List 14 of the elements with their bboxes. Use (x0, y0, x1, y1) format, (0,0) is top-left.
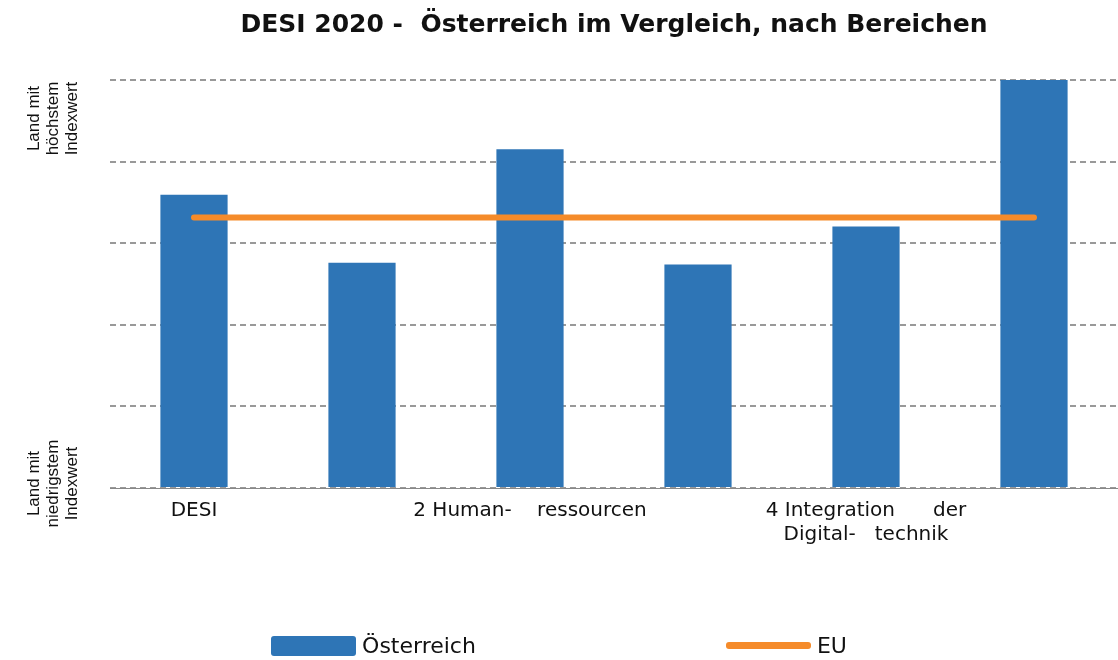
bar (328, 262, 396, 487)
text: Land mit höchstem Indexwert (23, 80, 81, 158)
x-tick-label: DESI (170, 497, 218, 522)
text: Land mit niedrigstem Indexwert (23, 438, 81, 530)
legend-label: Österreich (362, 633, 476, 658)
legend-label: EU (816, 633, 847, 658)
bar (496, 149, 564, 487)
bar (664, 264, 732, 487)
bar (160, 194, 228, 487)
chart-title: DESI 2020 - Österreich im Vergleich, nach Bereichen (240, 7, 988, 38)
bar (832, 226, 900, 487)
x-tick-label: 4 Integration der Digital- technik (765, 497, 968, 546)
x-tick-label: 2 Human- ressourcen (413, 497, 647, 522)
bar (1000, 80, 1068, 487)
